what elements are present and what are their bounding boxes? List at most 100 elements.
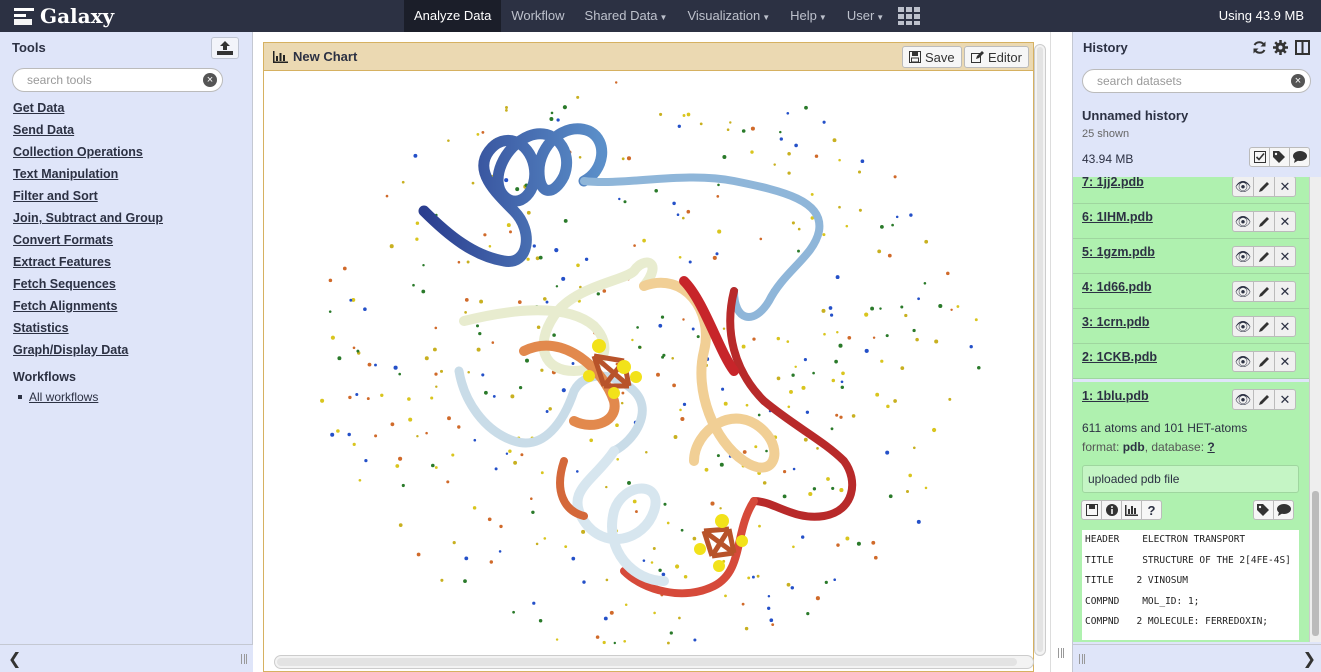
solvent-atom	[536, 325, 541, 329]
view-button[interactable]: 👁	[1232, 211, 1254, 232]
dataset-item[interactable]: 4: 1d66.pdb 👁 ✕	[1073, 274, 1309, 309]
molecule-viewer[interactable]	[264, 71, 1033, 654]
history-search-input[interactable]	[1097, 70, 1277, 92]
nav-help[interactable]: Help ▼	[790, 8, 827, 23]
dataset-tags-button[interactable]	[1253, 500, 1274, 520]
dataset-title[interactable]: 1: 1blu.pdb	[1082, 389, 1149, 403]
view-button[interactable]: 👁	[1232, 389, 1254, 410]
solvent-atom	[513, 460, 518, 465]
dataset-database[interactable]: ?	[1207, 440, 1215, 454]
center-divider	[1050, 32, 1072, 672]
dataset-title[interactable]: 3: 1crn.pdb	[1082, 315, 1150, 329]
tool-section-graph-display-data[interactable]: Graph/Display Data	[13, 343, 129, 357]
dataset-item[interactable]: 2: 1CKB.pdb 👁 ✕	[1073, 344, 1309, 379]
download-button[interactable]	[1081, 500, 1102, 520]
view-button[interactable]: 👁	[1232, 246, 1254, 267]
save-button[interactable]: Save	[902, 46, 962, 68]
nav-analyze-data[interactable]: Analyze Data	[404, 0, 502, 32]
dataset-title[interactable]: 6: 1IHM.pdb	[1082, 210, 1153, 224]
visualize-button[interactable]	[1121, 500, 1142, 520]
delete-button[interactable]: ✕	[1274, 211, 1296, 232]
solvent-atom	[773, 163, 776, 166]
clear-search-icon[interactable]: ×	[1291, 74, 1305, 88]
view-button[interactable]: 👁	[1232, 177, 1254, 197]
horizontal-scrollbar[interactable]	[274, 655, 1034, 669]
tool-section-fetch-sequences[interactable]: Fetch Sequences	[13, 277, 116, 291]
refresh-icon[interactable]	[1252, 40, 1267, 55]
dataset-title[interactable]: 4: 1d66.pdb	[1082, 280, 1152, 294]
nav-workflow[interactable]: Workflow	[511, 8, 565, 23]
history-panel-collapse-bar: ❯	[1073, 644, 1321, 672]
dataset-item[interactable]: 3: 1crn.pdb 👁 ✕	[1073, 309, 1309, 344]
gear-icon[interactable]	[1273, 40, 1288, 55]
edit-button[interactable]	[1253, 246, 1275, 267]
clear-search-icon[interactable]: ×	[203, 73, 217, 87]
dataset-annotation-button[interactable]	[1273, 500, 1294, 520]
tool-section-send-data[interactable]: Send Data	[13, 123, 75, 137]
tool-section-join-subtract-group[interactable]: Join, Subtract and Group	[13, 211, 164, 225]
nav-user[interactable]: User ▼	[846, 8, 885, 23]
galaxy-brand[interactable]: Galaxy	[14, 3, 114, 29]
nav-visualization[interactable]: Visualization ▼	[687, 8, 771, 23]
resize-grip-icon[interactable]	[1058, 648, 1064, 658]
dataset-item[interactable]: 5: 1gzm.pdb 👁 ✕	[1073, 239, 1309, 274]
delete-button[interactable]: ✕	[1274, 316, 1296, 337]
help-button[interactable]: ?	[1141, 500, 1162, 520]
solvent-atom	[838, 158, 841, 162]
edit-button[interactable]	[1253, 211, 1275, 232]
upload-button[interactable]	[211, 37, 239, 59]
tool-section-fetch-alignments[interactable]: Fetch Alignments	[13, 299, 118, 313]
dataset-item-expanded[interactable]: 1: 1blu.pdb 👁 ✕ 611 atoms and 101 HET-at…	[1073, 382, 1309, 642]
tool-section-extract-features[interactable]: Extract Features	[13, 255, 111, 269]
edit-button[interactable]	[1253, 389, 1275, 410]
dataset-title[interactable]: 2: 1CKB.pdb	[1082, 350, 1157, 364]
all-workflows-link[interactable]: All workflows	[29, 390, 99, 404]
delete-button[interactable]: ✕	[1274, 246, 1296, 267]
info-button[interactable]	[1101, 500, 1122, 520]
tool-section-get-data[interactable]: Get Data	[13, 101, 65, 115]
history-annotation-button[interactable]	[1289, 147, 1310, 167]
solvent-atom	[652, 547, 656, 550]
tool-search-input[interactable]	[27, 69, 207, 91]
dataset-item[interactable]: 6: 1IHM.pdb 👁 ✕	[1073, 204, 1309, 239]
columns-icon[interactable]	[1295, 40, 1310, 55]
nav-shared-data[interactable]: Shared Data ▼	[584, 8, 668, 23]
delete-button[interactable]: ✕	[1274, 177, 1296, 197]
history-vertical-scrollbar[interactable]	[1309, 177, 1321, 642]
chevron-right-icon[interactable]: ❯	[1302, 651, 1316, 668]
tool-section-filter-and-sort[interactable]: Filter and Sort	[13, 189, 98, 203]
dataset-title[interactable]: 5: 1gzm.pdb	[1082, 245, 1155, 259]
solvent-atom	[576, 95, 580, 99]
edit-button[interactable]	[1253, 281, 1275, 302]
chevron-left-icon[interactable]: ❮	[8, 650, 22, 668]
edit-button[interactable]	[1253, 177, 1275, 197]
vertical-scrollbar[interactable]	[1034, 44, 1046, 656]
dataset-item[interactable]: 7: 1jj2.pdb 👁 ✕	[1073, 177, 1309, 204]
tool-section-collection-operations[interactable]: Collection Operations	[13, 145, 143, 159]
select-datasets-button[interactable]	[1249, 147, 1270, 167]
solvent-atom	[662, 353, 666, 357]
solvent-atom	[483, 233, 487, 237]
history-name[interactable]: Unnamed history	[1082, 108, 1189, 123]
quota-meter[interactable]: Using 43.9 MB	[1218, 8, 1304, 23]
solvent-atom	[691, 327, 695, 331]
delete-button[interactable]: ✕	[1274, 389, 1296, 410]
dataset-title[interactable]: 7: 1jj2.pdb	[1082, 177, 1144, 189]
view-button[interactable]: 👁	[1232, 316, 1254, 337]
scratchbook-grid-icon[interactable]	[898, 0, 921, 32]
view-button[interactable]: 👁	[1232, 281, 1254, 302]
tool-section-text-manipulation[interactable]: Text Manipulation	[13, 167, 119, 181]
tool-section-convert-formats[interactable]: Convert Formats	[13, 233, 114, 247]
view-button[interactable]: 👁	[1232, 351, 1254, 372]
edit-button[interactable]	[1253, 316, 1275, 337]
edit-button[interactable]	[1253, 351, 1275, 372]
resize-grip-icon[interactable]	[241, 654, 247, 664]
history-tags-button[interactable]	[1269, 147, 1290, 167]
editor-button[interactable]: Editor	[964, 46, 1029, 68]
solvent-atom	[904, 313, 908, 318]
resize-grip-icon[interactable]	[1079, 654, 1085, 664]
upload-icon	[217, 41, 233, 55]
delete-button[interactable]: ✕	[1274, 281, 1296, 302]
tool-section-statistics[interactable]: Statistics	[13, 321, 69, 335]
delete-button[interactable]: ✕	[1274, 351, 1296, 372]
